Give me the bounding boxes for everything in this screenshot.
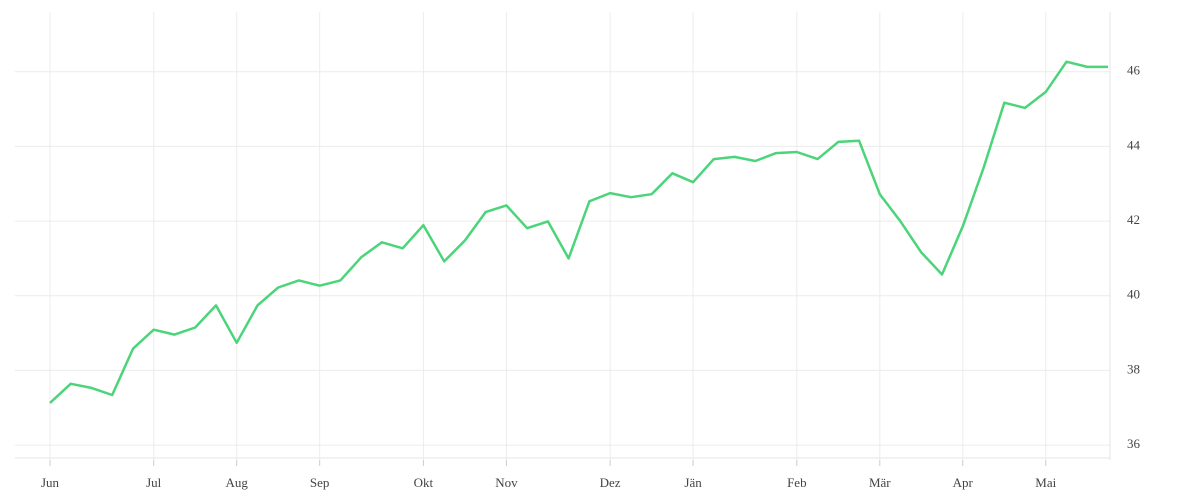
x-tick-label: Feb <box>787 475 807 490</box>
x-tick-label: Jul <box>146 475 162 490</box>
y-tick-label: 44 <box>1127 137 1141 152</box>
y-tick-label: 46 <box>1127 63 1141 78</box>
x-tick-label: Apr <box>953 475 974 490</box>
y-tick-label: 42 <box>1127 212 1140 227</box>
x-tick-label: Okt <box>414 475 434 490</box>
x-tick-label: Dez <box>600 475 621 490</box>
y-tick-label: 38 <box>1127 361 1140 376</box>
y-tick-label: 40 <box>1127 287 1140 302</box>
x-tick-label: Jun <box>41 475 60 490</box>
x-tick-label: Jän <box>684 475 702 490</box>
x-tick-label: Mär <box>869 475 891 490</box>
x-tick-label: Mai <box>1035 475 1056 490</box>
x-tick-label: Sep <box>310 475 330 490</box>
y-tick-label: 36 <box>1127 436 1141 451</box>
line-series <box>49 60 1108 404</box>
x-tick-label: Aug <box>226 475 249 490</box>
x-tick-label: Nov <box>495 475 518 490</box>
